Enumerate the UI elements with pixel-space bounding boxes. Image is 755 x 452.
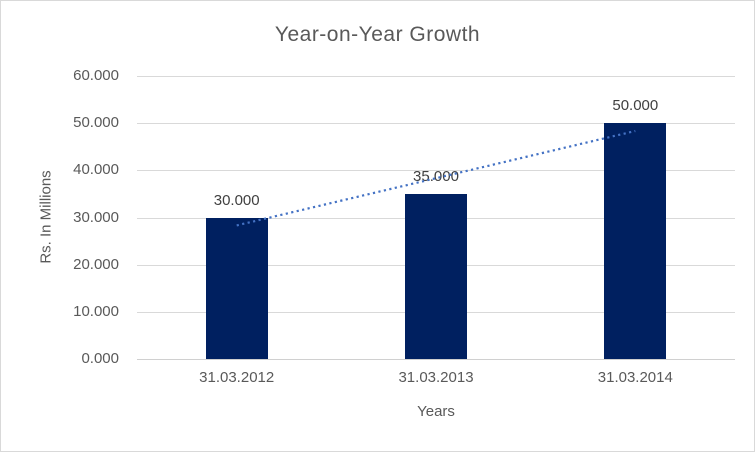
x-axis-tick-label: 31.03.2014 <box>597 369 673 386</box>
y-axis-tick-label: 40.000 <box>73 161 119 179</box>
x-axis-title: Years <box>417 403 455 420</box>
y-axis-tick-label: 60.000 <box>73 67 119 84</box>
data-label: 35.000 <box>413 167 459 185</box>
trendline <box>236 129 636 227</box>
x-axis-tick-label: 31.03.2012 <box>199 369 275 386</box>
gridline <box>137 76 735 77</box>
gridline <box>137 170 735 172</box>
y-axis-tick-label: 0.000 <box>81 350 119 367</box>
x-axis-tick-label: 31.03.2013 <box>398 369 474 386</box>
bar-31.03.2014 <box>604 123 667 359</box>
gridline <box>137 123 735 125</box>
plot-area: 30.000 35.000 50.000 <box>137 76 735 360</box>
bar-31.03.2012 <box>205 217 268 359</box>
y-axis-tick-label: 10.000 <box>73 302 119 320</box>
y-axis-tick-label: 50.000 <box>73 114 119 132</box>
y-axis-tick-label: 20.000 <box>73 255 119 273</box>
chart-title: Year-on-Year Growth <box>274 23 481 46</box>
bar-31.03.2013 <box>405 193 467 359</box>
y-axis-tick-label: 30.000 <box>73 208 119 226</box>
data-label: 30.000 <box>213 191 260 209</box>
data-label: 50.000 <box>612 97 659 115</box>
